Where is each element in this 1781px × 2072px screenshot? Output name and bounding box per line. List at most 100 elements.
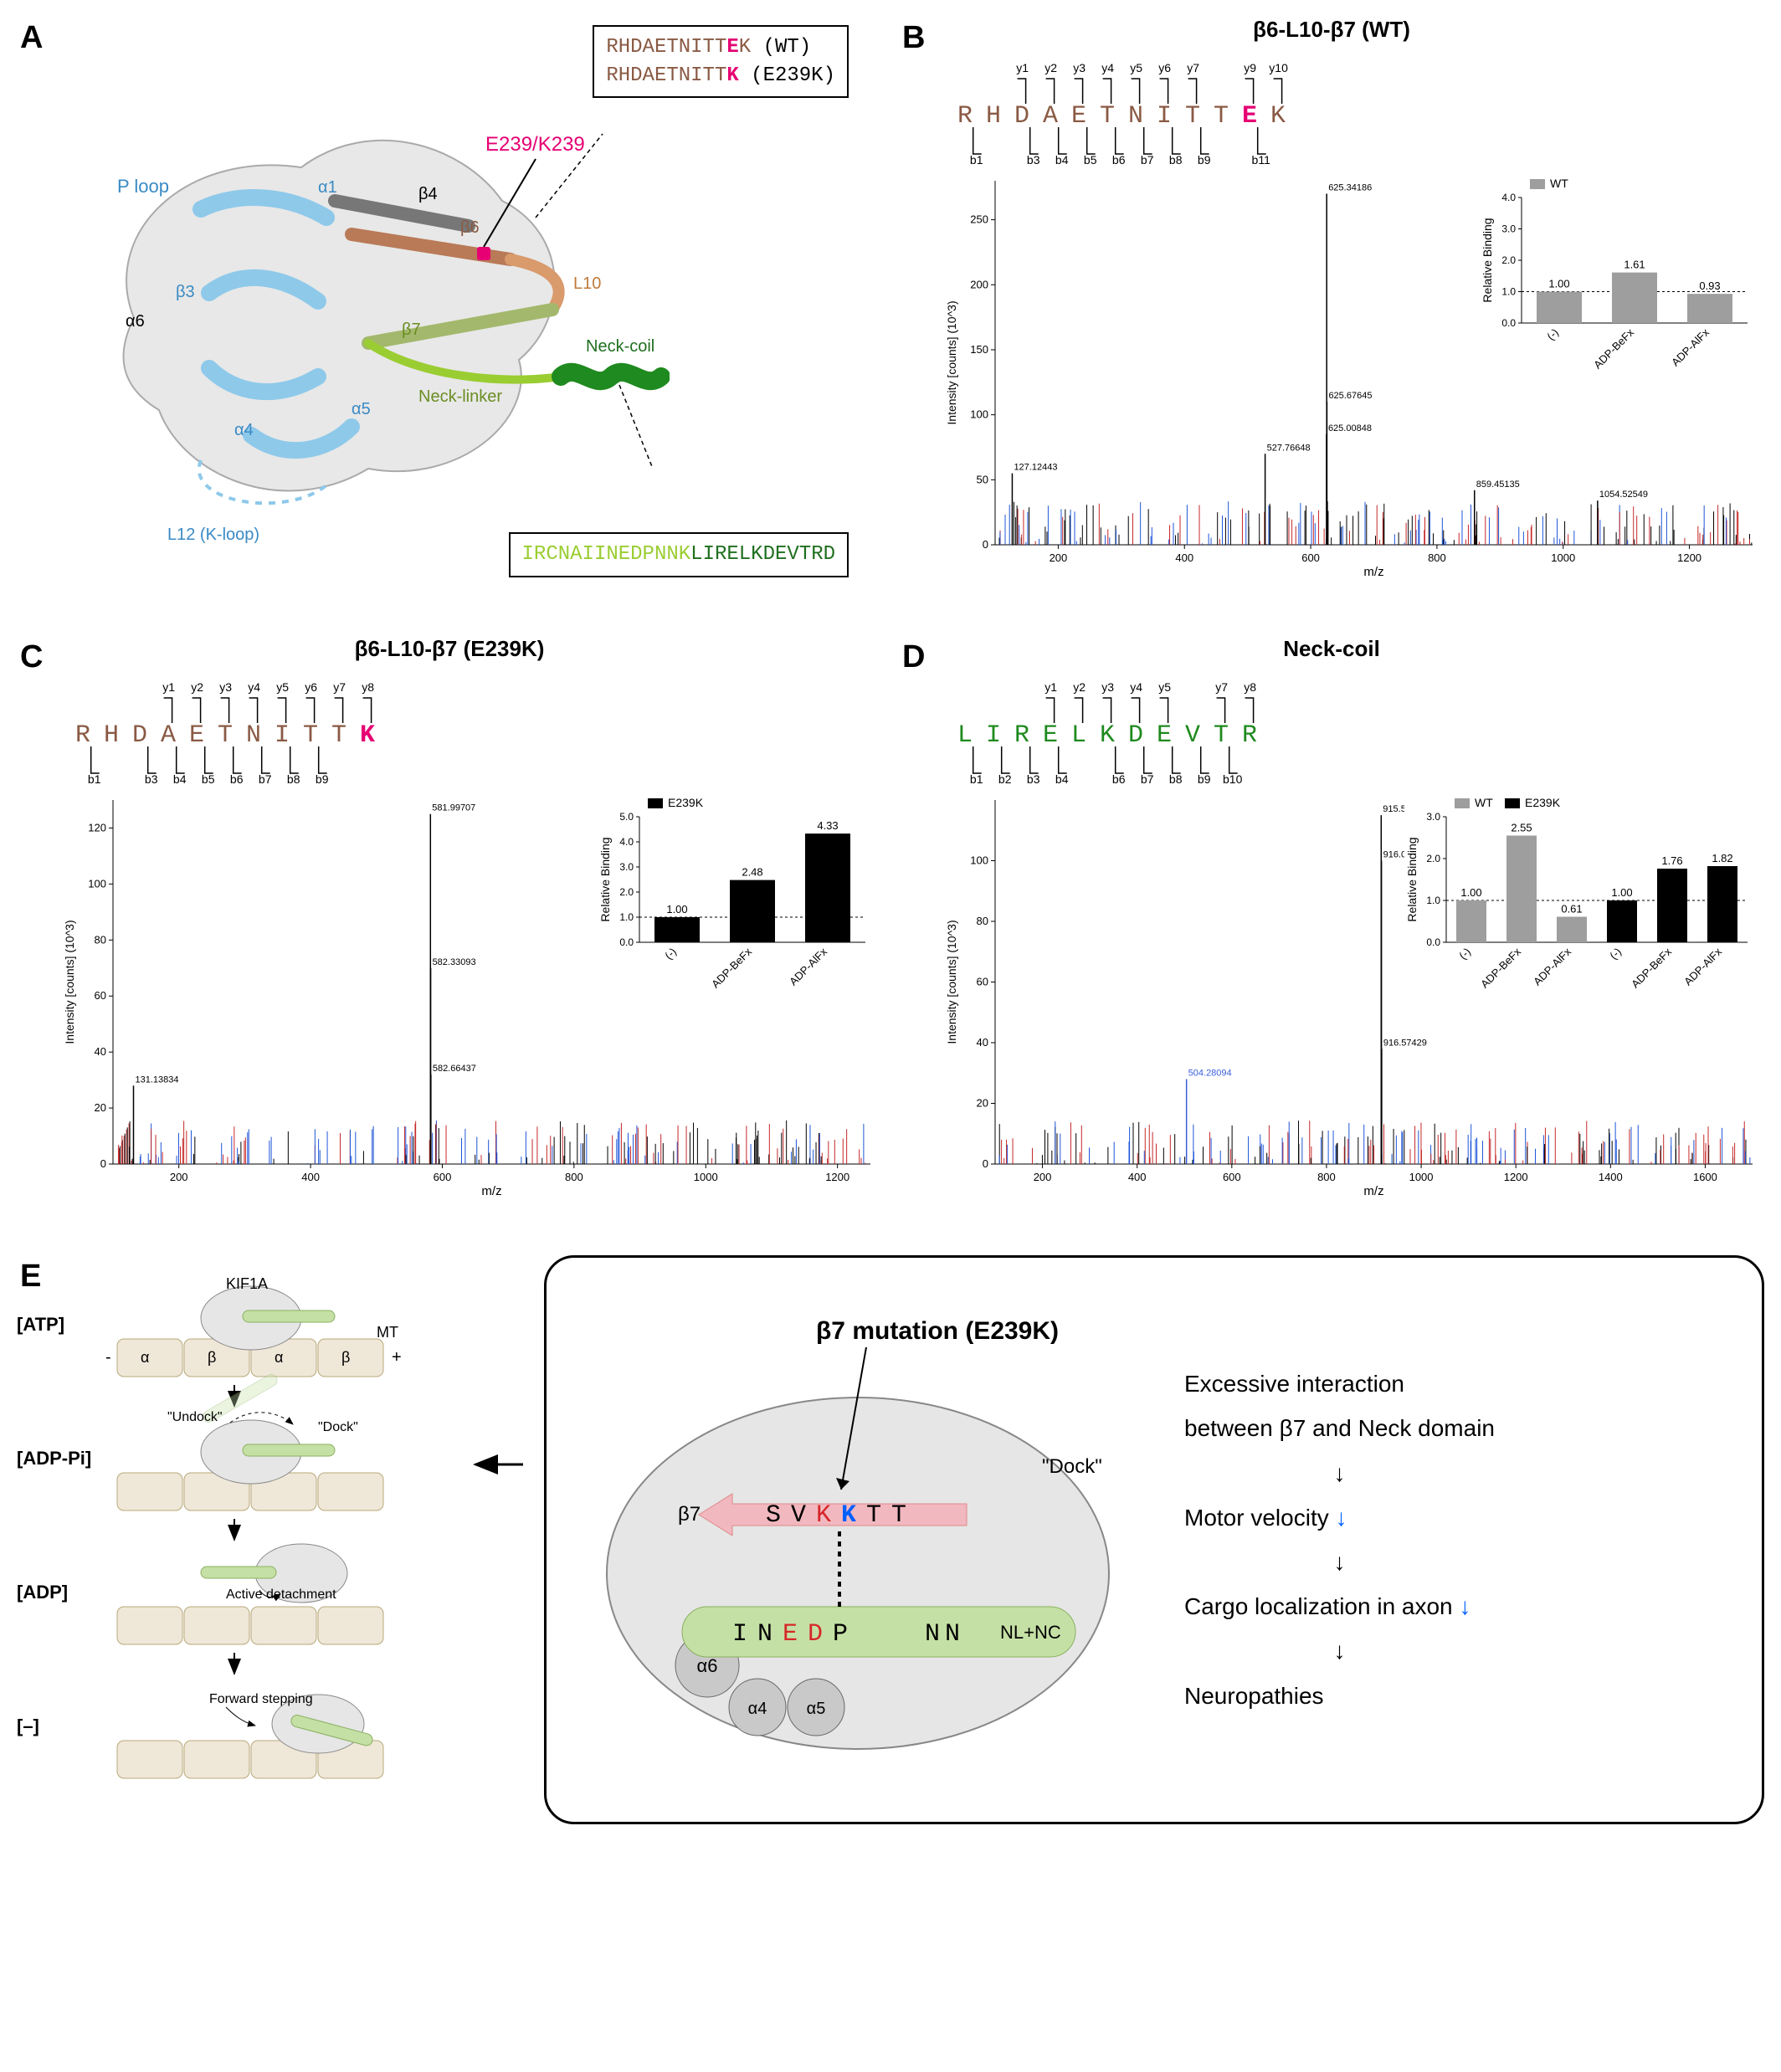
lbl-a4: α4: [234, 421, 254, 439]
svg-text:100: 100: [970, 408, 988, 421]
svg-text:100: 100: [88, 877, 106, 890]
svg-text:b4: b4: [1055, 772, 1069, 786]
svg-text:R: R: [75, 721, 90, 750]
svg-text:MT: MT: [377, 1324, 398, 1341]
svg-text:L: L: [1071, 721, 1086, 750]
mech-ar1: ↓: [1184, 1451, 1495, 1495]
svg-text:b6: b6: [230, 772, 244, 786]
svg-text:600: 600: [1301, 551, 1320, 564]
svg-text:(-): (-): [1607, 946, 1624, 962]
svg-text:y2: y2: [1073, 680, 1086, 694]
svg-text:800: 800: [1317, 1171, 1336, 1183]
lbl-e-a6: α6: [697, 1655, 718, 1676]
svg-text:582.33093: 582.33093: [433, 957, 476, 967]
svg-text:y2: y2: [1044, 61, 1057, 74]
svg-text:4.0: 4.0: [1501, 192, 1516, 203]
svg-text:5.0: 5.0: [619, 811, 634, 823]
svg-text:581.99707: 581.99707: [432, 803, 475, 813]
svg-text:b7: b7: [1141, 153, 1154, 167]
lbl-dock: "Dock": [1042, 1455, 1102, 1478]
nl-seq: INEDP: [732, 1620, 858, 1649]
svg-text:625.00848: 625.00848: [1328, 423, 1372, 433]
svg-text:800: 800: [565, 1171, 583, 1183]
mech-t3: Motor velocity ↓: [1184, 1495, 1495, 1540]
panel-c-inset-svg: 0.01.02.03.04.05.0Relative BindingE239K1…: [598, 792, 874, 1001]
svg-text:400: 400: [1128, 1171, 1147, 1183]
svg-text:y7: y7: [1215, 680, 1228, 694]
svg-text:ADP-AlFx: ADP-AlFx: [1669, 326, 1712, 368]
svg-text:60: 60: [977, 976, 988, 988]
svg-text:131.13834: 131.13834: [136, 1074, 179, 1085]
svg-text:b6: b6: [1112, 772, 1126, 786]
mech-t5: Neuropathies: [1184, 1674, 1495, 1718]
svg-text:WT: WT: [1475, 796, 1493, 809]
svg-text:b8: b8: [287, 772, 300, 786]
svg-text:K: K: [1270, 102, 1286, 131]
lbl-e-a5: α5: [807, 1700, 826, 1718]
svg-text:b8: b8: [1169, 153, 1183, 167]
svg-text:y7: y7: [1187, 61, 1199, 74]
svg-text:b1: b1: [970, 772, 983, 786]
lbl-nlnc: NL+NC: [1000, 1622, 1061, 1643]
svg-text:y5: y5: [1130, 61, 1142, 74]
panel-c-spectrum: 20040060080010001200020406080100120m/zIn…: [59, 792, 874, 1202]
mech-text-block: Excessive interaction between β7 and Nec…: [1184, 1362, 1495, 1718]
svg-text:N: N: [1128, 102, 1143, 131]
svg-text:m/z: m/z: [1363, 1184, 1383, 1198]
svg-text:R: R: [957, 102, 973, 131]
svg-text:b2: b2: [998, 772, 1012, 786]
svg-text:y3: y3: [219, 680, 232, 694]
svg-text:ADP-AlFx: ADP-AlFx: [787, 945, 829, 987]
svg-text:200: 200: [1050, 551, 1068, 564]
lbl-a1: α1: [318, 178, 337, 197]
svg-text:y5: y5: [1158, 680, 1171, 694]
svg-text:625.67645: 625.67645: [1328, 391, 1372, 401]
svg-text:L: L: [957, 721, 973, 750]
svg-text:H: H: [986, 102, 1001, 131]
svg-text:E: E: [1071, 102, 1086, 131]
svg-text:800: 800: [1428, 551, 1446, 564]
lbl-b3: β3: [176, 283, 195, 301]
svg-text:1.00: 1.00: [1611, 886, 1632, 899]
svg-text:y5: y5: [276, 680, 289, 694]
svg-text:b3: b3: [1027, 772, 1040, 786]
svg-text:(-): (-): [1456, 946, 1473, 962]
svg-text:127.12443: 127.12443: [1014, 463, 1057, 473]
svg-text:T: T: [303, 721, 318, 750]
svg-text:4.33: 4.33: [817, 819, 838, 832]
svg-text:ADP-BeFx: ADP-BeFx: [1629, 945, 1674, 990]
lbl-a6: α6: [126, 312, 145, 331]
svg-text:I: I: [275, 721, 290, 750]
svg-text:100: 100: [970, 854, 988, 867]
svg-text:250: 250: [970, 213, 988, 226]
lbl-e-b7: β7: [678, 1503, 701, 1526]
svg-text:b5: b5: [1084, 153, 1097, 167]
svg-text:(-): (-): [662, 946, 679, 962]
svg-text:Relative Binding: Relative Binding: [598, 837, 612, 921]
svg-text:V: V: [1185, 721, 1200, 750]
svg-text:y1: y1: [1044, 680, 1057, 694]
svg-text:α: α: [275, 1349, 283, 1366]
svg-text:[ADP-Pi]: [ADP-Pi]: [17, 1448, 91, 1469]
svg-text:504.28094: 504.28094: [1188, 1069, 1232, 1079]
svg-text:Intensity [counts] (10^3): Intensity [counts] (10^3): [63, 920, 76, 1044]
panel-c-inset: 0.01.02.03.04.05.0Relative BindingE239K1…: [598, 792, 874, 1001]
svg-text:y8: y8: [1244, 680, 1256, 694]
panel-b-inset-svg: 0.01.02.03.04.0Relative BindingWT1.00(-)…: [1480, 172, 1756, 382]
svg-text:200: 200: [170, 1171, 188, 1183]
svg-text:1.0: 1.0: [1426, 895, 1440, 906]
svg-text:2.0: 2.0: [619, 886, 634, 898]
svg-text:b7: b7: [259, 772, 272, 786]
svg-text:b9: b9: [1198, 153, 1211, 167]
svg-text:4.0: 4.0: [619, 836, 634, 848]
lbl-b7: β7: [402, 321, 421, 339]
svg-text:"Dock": "Dock": [318, 1420, 358, 1434]
svg-text:y3: y3: [1073, 61, 1086, 74]
svg-text:400: 400: [1175, 551, 1193, 564]
svg-text:200: 200: [1034, 1171, 1052, 1183]
svg-text:y6: y6: [305, 680, 317, 694]
panel-c-fragsvg: y8y7y6y5y4y3y2y1RHDAETNITTKb1b3b4b5b6b7b…: [59, 666, 561, 792]
svg-text:3.0: 3.0: [619, 861, 634, 873]
svg-text:Active detachment: Active detachment: [226, 1587, 336, 1602]
panel-e-left-svg: [ATP]KIF1AMTαβαβ-+[ADP-Pi]"Undock""Dock"…: [17, 1264, 452, 1816]
